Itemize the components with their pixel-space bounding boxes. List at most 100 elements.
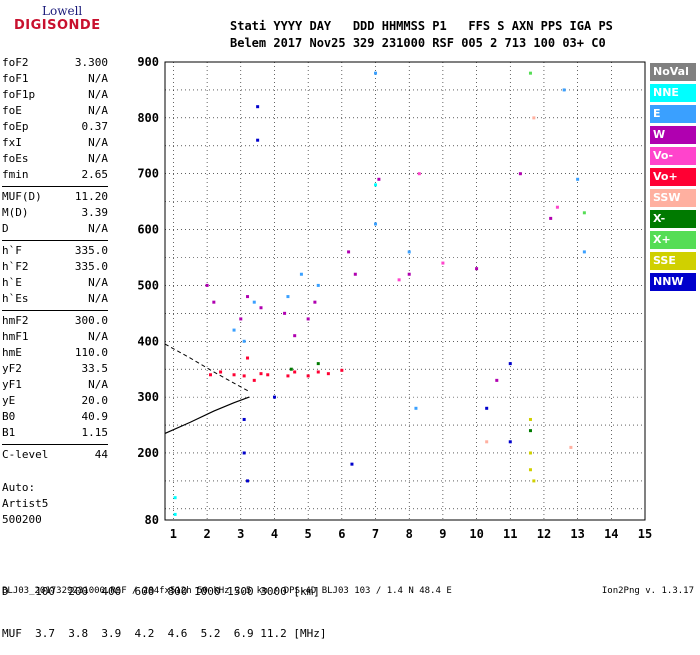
echo-point <box>252 378 256 382</box>
x-tick-label: 12 <box>537 527 551 541</box>
profile-dashed-line <box>164 343 250 392</box>
echo-point <box>283 311 287 315</box>
param-row: fmin 2.65 <box>2 168 108 182</box>
param-value: N/A <box>88 104 108 117</box>
param-value: 20.0 <box>81 394 109 407</box>
logo-line1: Lowell <box>42 4 83 18</box>
param-label: C-level <box>2 448 49 461</box>
footer-version: Ion2Png v. 1.3.17 <box>601 586 694 596</box>
echo-point <box>347 250 351 254</box>
footer-file-info: BLJ03_2017329231000.RSF / 284fx512h 50 k… <box>2 586 452 596</box>
y-tick-label: 500 <box>137 278 159 292</box>
param-row: fxI N/A <box>2 136 108 150</box>
param-label: h`E <box>2 276 22 289</box>
x-tick-label: 1 <box>170 527 177 541</box>
x-tick-label: 5 <box>305 527 312 541</box>
param-label: yF2 <box>2 362 22 375</box>
param-row: hmF2 300.0 <box>2 314 108 328</box>
param-label: yF1 <box>2 378 22 391</box>
echo-point <box>239 317 243 321</box>
param-label: h`Es <box>2 292 29 305</box>
echo-point <box>252 300 256 304</box>
param-value: 3.39 <box>81 206 109 219</box>
param-row: foF1 N/A <box>2 72 108 86</box>
echo-point <box>549 216 553 220</box>
param-value: N/A <box>88 330 108 343</box>
legend-item: SSE <box>650 252 696 270</box>
param-row: D N/A <box>2 222 108 236</box>
param-value: N/A <box>88 276 108 289</box>
param-row: B0 40.9 <box>2 410 108 424</box>
auto-artist: Artist5 <box>2 497 49 510</box>
param-value: 3.300 <box>74 56 108 69</box>
echo-point <box>246 295 250 299</box>
logo-line2: DIGISONDE <box>14 18 101 33</box>
param-row: B1 1.15 <box>2 426 108 440</box>
echo-point <box>555 205 559 209</box>
echo-point <box>508 362 512 366</box>
param-label: h`F2 <box>2 260 29 273</box>
echo-point <box>208 373 212 377</box>
param-label: MUF(D) <box>2 190 42 203</box>
x-tick-label: 15 <box>638 527 652 541</box>
param-value: 110.0 <box>74 346 108 359</box>
d-row: D 100 200 400 600 800 1000 1500 3000 [km… <box>2 585 320 598</box>
y-tick-label: 300 <box>137 390 159 404</box>
echo-point <box>475 267 479 271</box>
param-label: h`F <box>2 244 22 257</box>
legend-item: W <box>650 126 696 144</box>
plot-frame <box>164 61 646 521</box>
auto-code: 500200 <box>2 513 42 526</box>
echo-point <box>286 374 290 378</box>
digisonde-logo: Lowell DIGISONDE <box>2 4 100 40</box>
param-value: N/A <box>88 292 108 305</box>
echo-point <box>350 462 354 466</box>
param-row: M(D) 3.39 <box>2 206 108 220</box>
param-label: M(D) <box>2 206 29 219</box>
y-tick-label: 80 <box>145 513 159 527</box>
echo-point <box>326 372 330 376</box>
x-tick-label: 13 <box>570 527 584 541</box>
header: Stati YYYY DAY DDD HHMMSS P1 FFS S AXN P… <box>0 0 700 50</box>
param-value: N/A <box>88 152 108 165</box>
param-value: 335.0 <box>74 260 108 273</box>
param-label: hmF1 <box>2 330 29 343</box>
echo-point <box>316 283 320 287</box>
echo-point <box>407 250 411 254</box>
param-label: hmF2 <box>2 314 29 327</box>
param-row: MUF(D) 11.20 <box>2 190 108 204</box>
echo-point <box>485 406 489 410</box>
param-separator <box>2 310 108 311</box>
x-tick-label: 6 <box>338 527 345 541</box>
param-value: 2.65 <box>81 168 109 181</box>
param-label: B0 <box>2 410 16 423</box>
legend-item: E <box>650 105 696 123</box>
echo-point <box>495 378 499 382</box>
param-label: foF2 <box>2 56 29 69</box>
legend-item: X+ <box>650 231 696 249</box>
echo-point <box>508 440 512 444</box>
echo-point <box>205 283 209 287</box>
echo-point <box>353 272 357 276</box>
param-row: h`F 335.0 <box>2 244 108 258</box>
param-label: foE <box>2 104 22 117</box>
echo-point <box>242 374 246 378</box>
y-tick-label: 200 <box>137 446 159 460</box>
param-separator <box>2 444 108 445</box>
auto-label: Auto: <box>2 481 36 494</box>
param-separator <box>2 240 108 241</box>
x-tick-label: 11 <box>503 527 517 541</box>
echo-point <box>306 317 310 321</box>
param-separator <box>2 186 108 187</box>
x-tick-label: 2 <box>203 527 210 541</box>
y-tick-label: 600 <box>137 223 159 237</box>
echo-point <box>528 417 532 421</box>
x-tick-label: 3 <box>237 527 244 541</box>
echo-point <box>407 272 411 276</box>
param-row: h`E N/A <box>2 276 108 290</box>
echo-point <box>173 512 177 516</box>
param-label: fmin <box>2 168 29 181</box>
echo-point <box>528 71 532 75</box>
echo-point <box>316 362 320 366</box>
echo-point <box>441 261 445 265</box>
